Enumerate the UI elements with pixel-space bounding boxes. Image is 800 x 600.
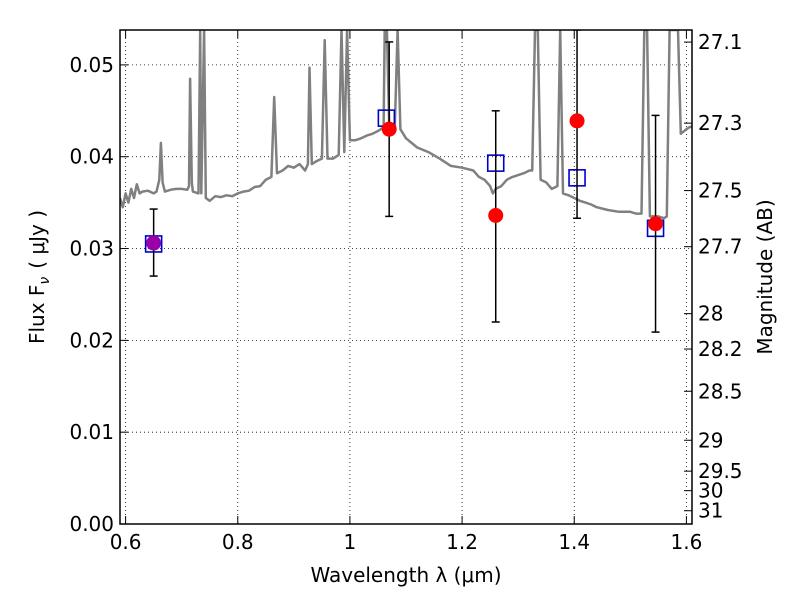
x-tick-label: 1.6 bbox=[670, 530, 702, 554]
model-spectrum bbox=[120, 30, 692, 220]
observed-point bbox=[488, 207, 504, 223]
observed-point bbox=[146, 235, 162, 251]
y2-tick-label: 28.2 bbox=[698, 337, 743, 361]
y-tick-label: 0.02 bbox=[69, 328, 114, 352]
observed-points bbox=[146, 113, 664, 251]
x-tick-label: 1 bbox=[344, 530, 357, 554]
y2-tick-label: 29.5 bbox=[698, 459, 743, 483]
y2-tick-label: 29 bbox=[698, 428, 723, 452]
y2-tick-label: 31 bbox=[698, 499, 723, 523]
y-axis-label-main: Flux F bbox=[25, 285, 49, 344]
y-axis-label-sub: ν bbox=[37, 277, 53, 285]
y-tick-label: 0.00 bbox=[69, 512, 114, 536]
y-tick-labels: 0.00 0.01 0.02 0.03 0.04 0.05 bbox=[69, 53, 114, 536]
observed-point bbox=[381, 121, 397, 137]
y2-axis-label: Magnitude (AB) bbox=[753, 199, 777, 354]
y2-tick-label: 28.5 bbox=[698, 379, 743, 403]
observed-point bbox=[648, 216, 664, 232]
y-axis-label: Flux Fν ( μJy ) bbox=[25, 210, 53, 344]
spectrum-line bbox=[120, 30, 692, 220]
ticks bbox=[120, 30, 692, 525]
y2-tick-label: 30 bbox=[698, 479, 723, 503]
x-tick-label: 0.8 bbox=[222, 530, 254, 554]
y-tick-label: 0.05 bbox=[69, 53, 114, 77]
y2-tick-label: 27.3 bbox=[698, 111, 743, 135]
y2-tick-label: 27.1 bbox=[698, 30, 743, 54]
x-tick-label: 1.2 bbox=[446, 530, 478, 554]
y-tick-label: 0.04 bbox=[69, 145, 114, 169]
x-axis-label: Wavelength λ (μm) bbox=[310, 563, 501, 587]
y-tick-label: 0.01 bbox=[69, 420, 114, 444]
plot-frame bbox=[119, 29, 693, 525]
model-photometry bbox=[144, 109, 665, 253]
y2-tick-label: 28 bbox=[698, 302, 723, 326]
y-tick-label: 0.03 bbox=[69, 237, 114, 261]
y2-tick-label: 27.5 bbox=[698, 179, 743, 203]
x-tick-label: 1.4 bbox=[558, 530, 590, 554]
observed-point bbox=[569, 113, 585, 129]
x-tick-label: 0.6 bbox=[110, 530, 142, 554]
error-bars bbox=[149, 30, 660, 333]
y2-tick-label: 27.7 bbox=[698, 235, 743, 259]
y-axis-label-unit: ( μJy ) bbox=[25, 210, 49, 269]
x-tick-labels: 0.6 0.8 1 1.2 1.4 1.6 bbox=[110, 530, 703, 554]
